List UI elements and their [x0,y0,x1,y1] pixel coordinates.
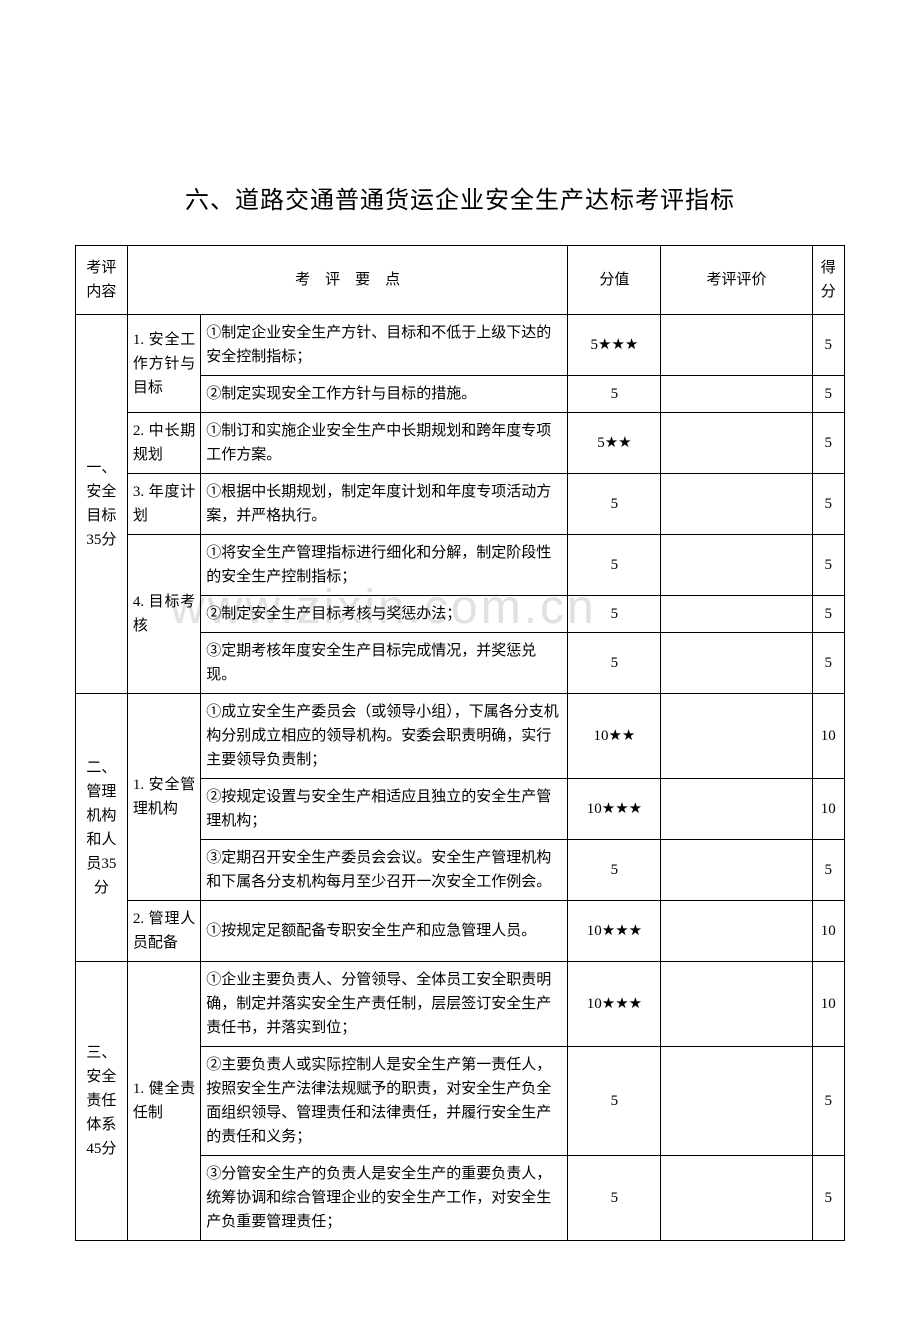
got-cell: 5 [812,596,844,633]
point-cell: ①成立安全生产委员会（或领导小组），下属各分支机构分别成立相应的领导机构。安委会… [201,694,568,779]
header-evaluation: 考评评价 [661,246,812,315]
category-cell: 三、安全责任体系45分 [76,962,128,1241]
page-title: 六、道路交通普通货运企业安全生产达标考评指标 [75,180,845,215]
eval-cell [661,779,812,840]
got-cell: 10 [812,694,844,779]
score-cell: 10★★★ [568,962,661,1047]
table-row: 3. 年度计划 ①根据中长期规划，制定年度计划和年度专项活动方案，并严格执行。 … [76,474,845,535]
score-cell: 5 [568,1156,661,1241]
got-cell: 5 [812,376,844,413]
table-header-row: 考评内容 考 评 要 点 分值 考评评价 得分 [76,246,845,315]
got-cell: 5 [812,315,844,376]
eval-cell [661,962,812,1047]
header-score: 分值 [568,246,661,315]
got-cell: 5 [812,474,844,535]
point-cell: ③分管安全生产的负责人是安全生产的重要负责人，统筹协调和综合管理企业的安全生产工… [201,1156,568,1241]
score-cell: 5 [568,474,661,535]
score-cell: 5★★★ [568,315,661,376]
table-row: 2. 管理人员配备 ①按规定足额配备专职安全生产和应急管理人员。 10★★★ 1… [76,901,845,962]
table-row: 一、安全目标35分 1. 安全工作方针与目标 ①制定企业安全生产方针、目标和不低… [76,315,845,376]
eval-cell [661,901,812,962]
point-cell: ③定期召开安全生产委员会会议。安全生产管理机构和下属各分支机构每月至少召开一次安… [201,840,568,901]
point-cell: ②按规定设置与安全生产相适应且独立的安全生产管理机构； [201,779,568,840]
got-cell: 5 [812,413,844,474]
table-row: 2. 中长期规划 ①制订和实施企业安全生产中长期规划和跨年度专项工作方案。 5★… [76,413,845,474]
got-cell: 10 [812,962,844,1047]
table-row: 4. 目标考核 ①将安全生产管理指标进行细化和分解，制定阶段性的安全生产控制指标… [76,535,845,596]
eval-cell [661,413,812,474]
point-cell: ①企业主要负责人、分管领导、全体员工安全职责明确，制定并落实安全生产责任制，层层… [201,962,568,1047]
point-cell: ③定期考核年度安全生产目标完成情况，并奖惩兑现。 [201,633,568,694]
eval-cell [661,633,812,694]
score-cell: 5 [568,840,661,901]
sub-cell: 1. 健全责任制 [127,962,200,1241]
sub-cell: 1. 安全工作方针与目标 [127,315,200,413]
eval-cell [661,315,812,376]
sub-cell: 4. 目标考核 [127,535,200,694]
eval-cell [661,376,812,413]
point-cell: ②制定实现安全工作方针与目标的措施。 [201,376,568,413]
score-cell: 10★★ [568,694,661,779]
table-row: 二、管理机构和人员35分 1. 安全管理机构 ①成立安全生产委员会（或领导小组）… [76,694,845,779]
score-cell: 10★★★ [568,779,661,840]
table-row: 三、安全责任体系45分 1. 健全责任制 ①企业主要负责人、分管领导、全体员工安… [76,962,845,1047]
got-cell: 10 [812,901,844,962]
category-cell: 二、管理机构和人员35分 [76,694,128,962]
point-cell: ①按规定足额配备专职安全生产和应急管理人员。 [201,901,568,962]
point-cell: ①根据中长期规划，制定年度计划和年度专项活动方案，并严格执行。 [201,474,568,535]
score-cell: 5 [568,1047,661,1156]
score-cell: 5 [568,633,661,694]
got-cell: 5 [812,633,844,694]
score-cell: 10★★★ [568,901,661,962]
eval-cell [661,474,812,535]
score-cell: 5★★ [568,413,661,474]
header-category: 考评内容 [76,246,128,315]
eval-cell [661,596,812,633]
got-cell: 10 [812,779,844,840]
header-points: 考 评 要 点 [127,246,568,315]
header-got: 得分 [812,246,844,315]
sub-cell: 1. 安全管理机构 [127,694,200,901]
eval-cell [661,840,812,901]
got-cell: 5 [812,1047,844,1156]
sub-cell: 2. 中长期规划 [127,413,200,474]
category-cell: 一、安全目标35分 [76,315,128,694]
point-cell: ②制定安全生产目标考核与奖惩办法； [201,596,568,633]
point-cell: ①制定企业安全生产方针、目标和不低于上级下达的安全控制指标； [201,315,568,376]
sub-cell: 2. 管理人员配备 [127,901,200,962]
got-cell: 5 [812,840,844,901]
eval-cell [661,1156,812,1241]
score-cell: 5 [568,535,661,596]
point-cell: ①将安全生产管理指标进行细化和分解，制定阶段性的安全生产控制指标； [201,535,568,596]
eval-cell [661,535,812,596]
got-cell: 5 [812,1156,844,1241]
got-cell: 5 [812,535,844,596]
evaluation-table: 考评内容 考 评 要 点 分值 考评评价 得分 一、安全目标35分 1. 安全工… [75,245,845,1241]
point-cell: ①制订和实施企业安全生产中长期规划和跨年度专项工作方案。 [201,413,568,474]
eval-cell [661,1047,812,1156]
score-cell: 5 [568,376,661,413]
sub-cell: 3. 年度计划 [127,474,200,535]
score-cell: 5 [568,596,661,633]
point-cell: ②主要负责人或实际控制人是安全生产第一责任人，按照安全生产法律法规赋予的职责，对… [201,1047,568,1156]
eval-cell [661,694,812,779]
